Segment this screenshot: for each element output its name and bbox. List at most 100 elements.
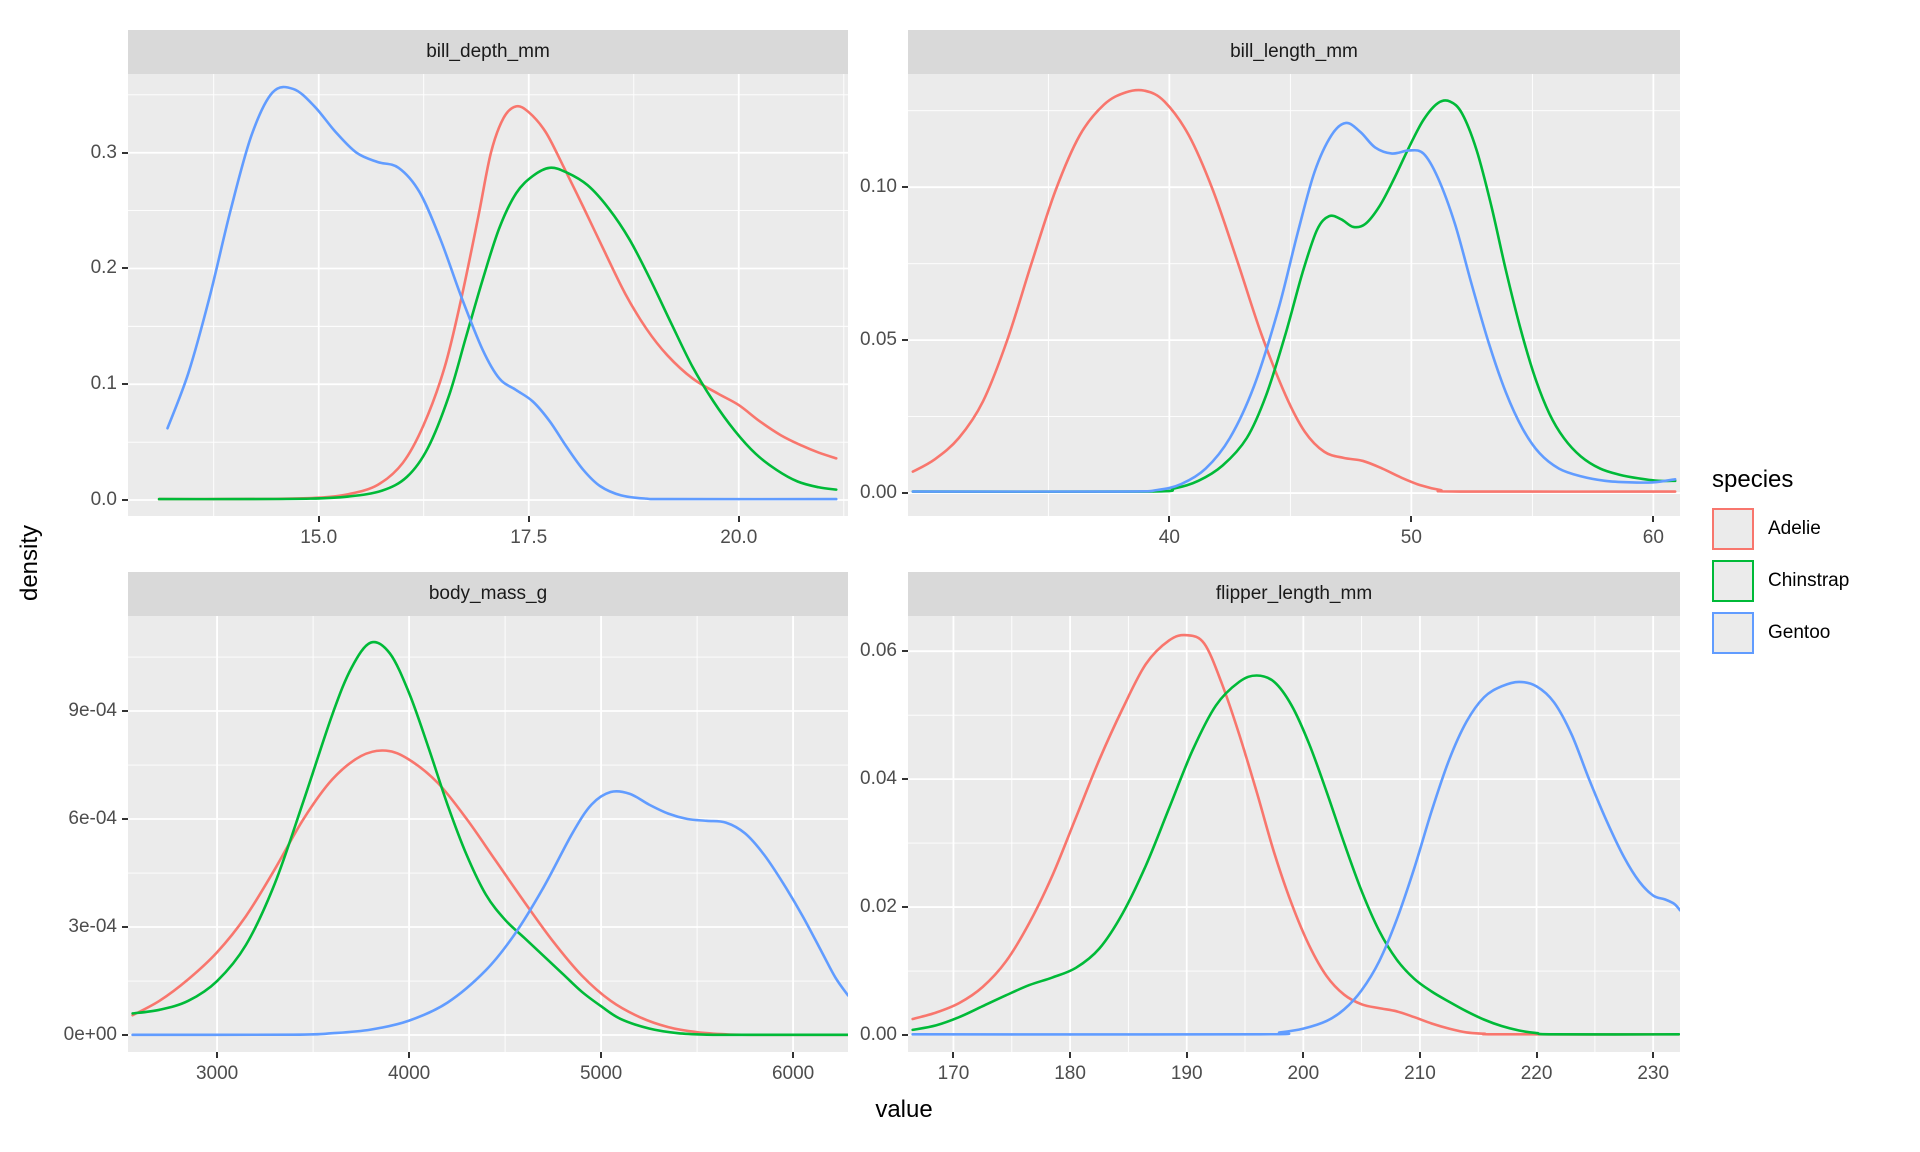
y-tick-mark (902, 778, 908, 781)
density-curve-adelie (131, 749, 848, 1037)
facet-panel-flipper_length_mm (908, 616, 1680, 1052)
legend-key-adelie-swatch (1712, 508, 1754, 550)
facet-title-body_mass_g: body_mass_g (428, 583, 548, 604)
x-tick-mark (952, 1052, 955, 1058)
facet-panel-body_mass_g (128, 616, 848, 1052)
x-tick-label: 230 (1637, 1063, 1670, 1084)
x-tick-mark (1185, 1052, 1188, 1058)
x-tick-label: 220 (1520, 1063, 1553, 1084)
y-tick-mark (902, 186, 908, 189)
legend-label-adelie: Adelie (1768, 518, 1821, 539)
y-tick-label: 0.02 (860, 896, 897, 918)
density-curve-chinstrap (157, 166, 838, 501)
density-curve-gentoo (911, 121, 1677, 493)
x-tick-mark (408, 1052, 411, 1058)
density-curve-chinstrap (131, 640, 848, 1037)
y-tick-label: 0.00 (860, 1023, 897, 1045)
panel-background (908, 616, 1680, 1052)
x-tick-mark (1302, 1052, 1305, 1058)
y-tick-mark (122, 267, 128, 270)
density-curve-gentoo (166, 85, 838, 501)
facet-title-bill_length_mm: bill_length_mm (1230, 41, 1358, 62)
facet-strip-bill_length_mm: bill_length_mm (908, 30, 1680, 74)
x-tick-mark (1652, 1052, 1655, 1058)
y-tick-label: 0.1 (90, 373, 117, 395)
legend-key-gentoo-swatch (1712, 612, 1754, 654)
x-tick-mark (737, 516, 740, 522)
y-tick-label: 0.05 (860, 329, 897, 351)
y-tick-label: 0.0 (90, 489, 117, 511)
x-tick-mark (1535, 1052, 1538, 1058)
legend-label-chinstrap: Chinstrap (1768, 570, 1850, 591)
y-tick-label: 0.3 (90, 141, 117, 163)
y-tick-mark (902, 906, 908, 909)
y-axis-title: density (16, 524, 43, 602)
x-axis-title: value (875, 1096, 933, 1123)
density-curve-gentoo (911, 680, 1680, 1036)
y-tick-label: 0.06 (860, 640, 897, 662)
y-tick-mark (122, 818, 128, 821)
x-tick-label: 210 (1404, 1063, 1436, 1084)
y-tick-mark (122, 383, 128, 386)
panel-background (128, 616, 848, 1052)
x-tick-label: 4000 (387, 1063, 431, 1084)
x-tick-label: 5000 (579, 1063, 623, 1084)
x-tick-label: 180 (1054, 1063, 1086, 1084)
x-tick-mark (1652, 516, 1655, 522)
x-tick-label: 50 (1400, 527, 1422, 548)
facet-panel-bill_depth_mm (128, 74, 848, 516)
density-curve-adelie (911, 633, 1680, 1036)
x-tick-mark (317, 516, 320, 522)
y-tick-label: 3e-04 (68, 916, 117, 938)
legend: species Adelie Chinstrap Gentoo (1712, 466, 1849, 664)
y-tick-mark (902, 339, 908, 342)
facet-title-bill_depth_mm: bill_depth_mm (426, 41, 550, 62)
panel-background (128, 74, 848, 516)
y-tick-label: 0.04 (860, 768, 897, 790)
facet-strip-flipper_length_mm: flipper_length_mm (908, 572, 1680, 616)
x-tick-label: 6000 (771, 1063, 815, 1084)
y-tick-mark (902, 1033, 908, 1036)
y-tick-mark (122, 499, 128, 502)
panel-background (908, 74, 1680, 516)
x-tick-label: 15.0 (300, 527, 338, 548)
y-tick-label: 6e-04 (68, 808, 117, 830)
x-tick-label: 3000 (195, 1063, 239, 1084)
facet-panel-bill_length_mm (908, 74, 1680, 516)
legend-entry-chinstrap: Chinstrap (1712, 560, 1849, 602)
y-tick-label: 0.2 (90, 257, 117, 279)
y-tick-mark (902, 650, 908, 653)
y-tick-mark (122, 1034, 128, 1036)
density-curve-chinstrap (911, 99, 1677, 494)
y-tick-mark (122, 710, 128, 713)
legend-entry-gentoo: Gentoo (1712, 612, 1849, 654)
density-curve-chinstrap (911, 674, 1680, 1036)
x-tick-label: 17.5 (510, 527, 548, 548)
y-tick-mark (902, 492, 908, 495)
legend-title: species (1712, 466, 1794, 493)
x-tick-mark (527, 516, 530, 522)
density-curve-adelie (911, 88, 1677, 493)
x-tick-mark (1418, 1052, 1421, 1058)
legend-entry-adelie: Adelie (1712, 508, 1849, 550)
x-tick-label: 200 (1287, 1063, 1320, 1084)
y-tick-label: 9e-04 (68, 700, 117, 722)
x-tick-mark (792, 1052, 795, 1058)
legend-key-chinstrap-swatch (1712, 560, 1754, 602)
x-tick-label: 60 (1642, 527, 1664, 548)
x-tick-mark (1069, 1052, 1072, 1058)
y-tick-label: 0e+00 (63, 1024, 117, 1045)
facet-strip-bill_depth_mm: bill_depth_mm (128, 30, 848, 74)
y-tick-label: 0.00 (860, 482, 897, 504)
legend-label-gentoo: Gentoo (1768, 622, 1831, 643)
x-tick-label: 190 (1170, 1063, 1203, 1084)
x-tick-label: 40 (1158, 527, 1180, 548)
facet-strip-body_mass_g: body_mass_g (128, 572, 848, 616)
x-tick-label: 170 (937, 1063, 970, 1084)
x-tick-mark (1168, 516, 1171, 522)
x-tick-mark (600, 1052, 603, 1058)
facet-title-flipper_length_mm: flipper_length_mm (1215, 583, 1373, 604)
x-tick-mark (216, 1052, 219, 1058)
x-tick-mark (1410, 516, 1413, 522)
